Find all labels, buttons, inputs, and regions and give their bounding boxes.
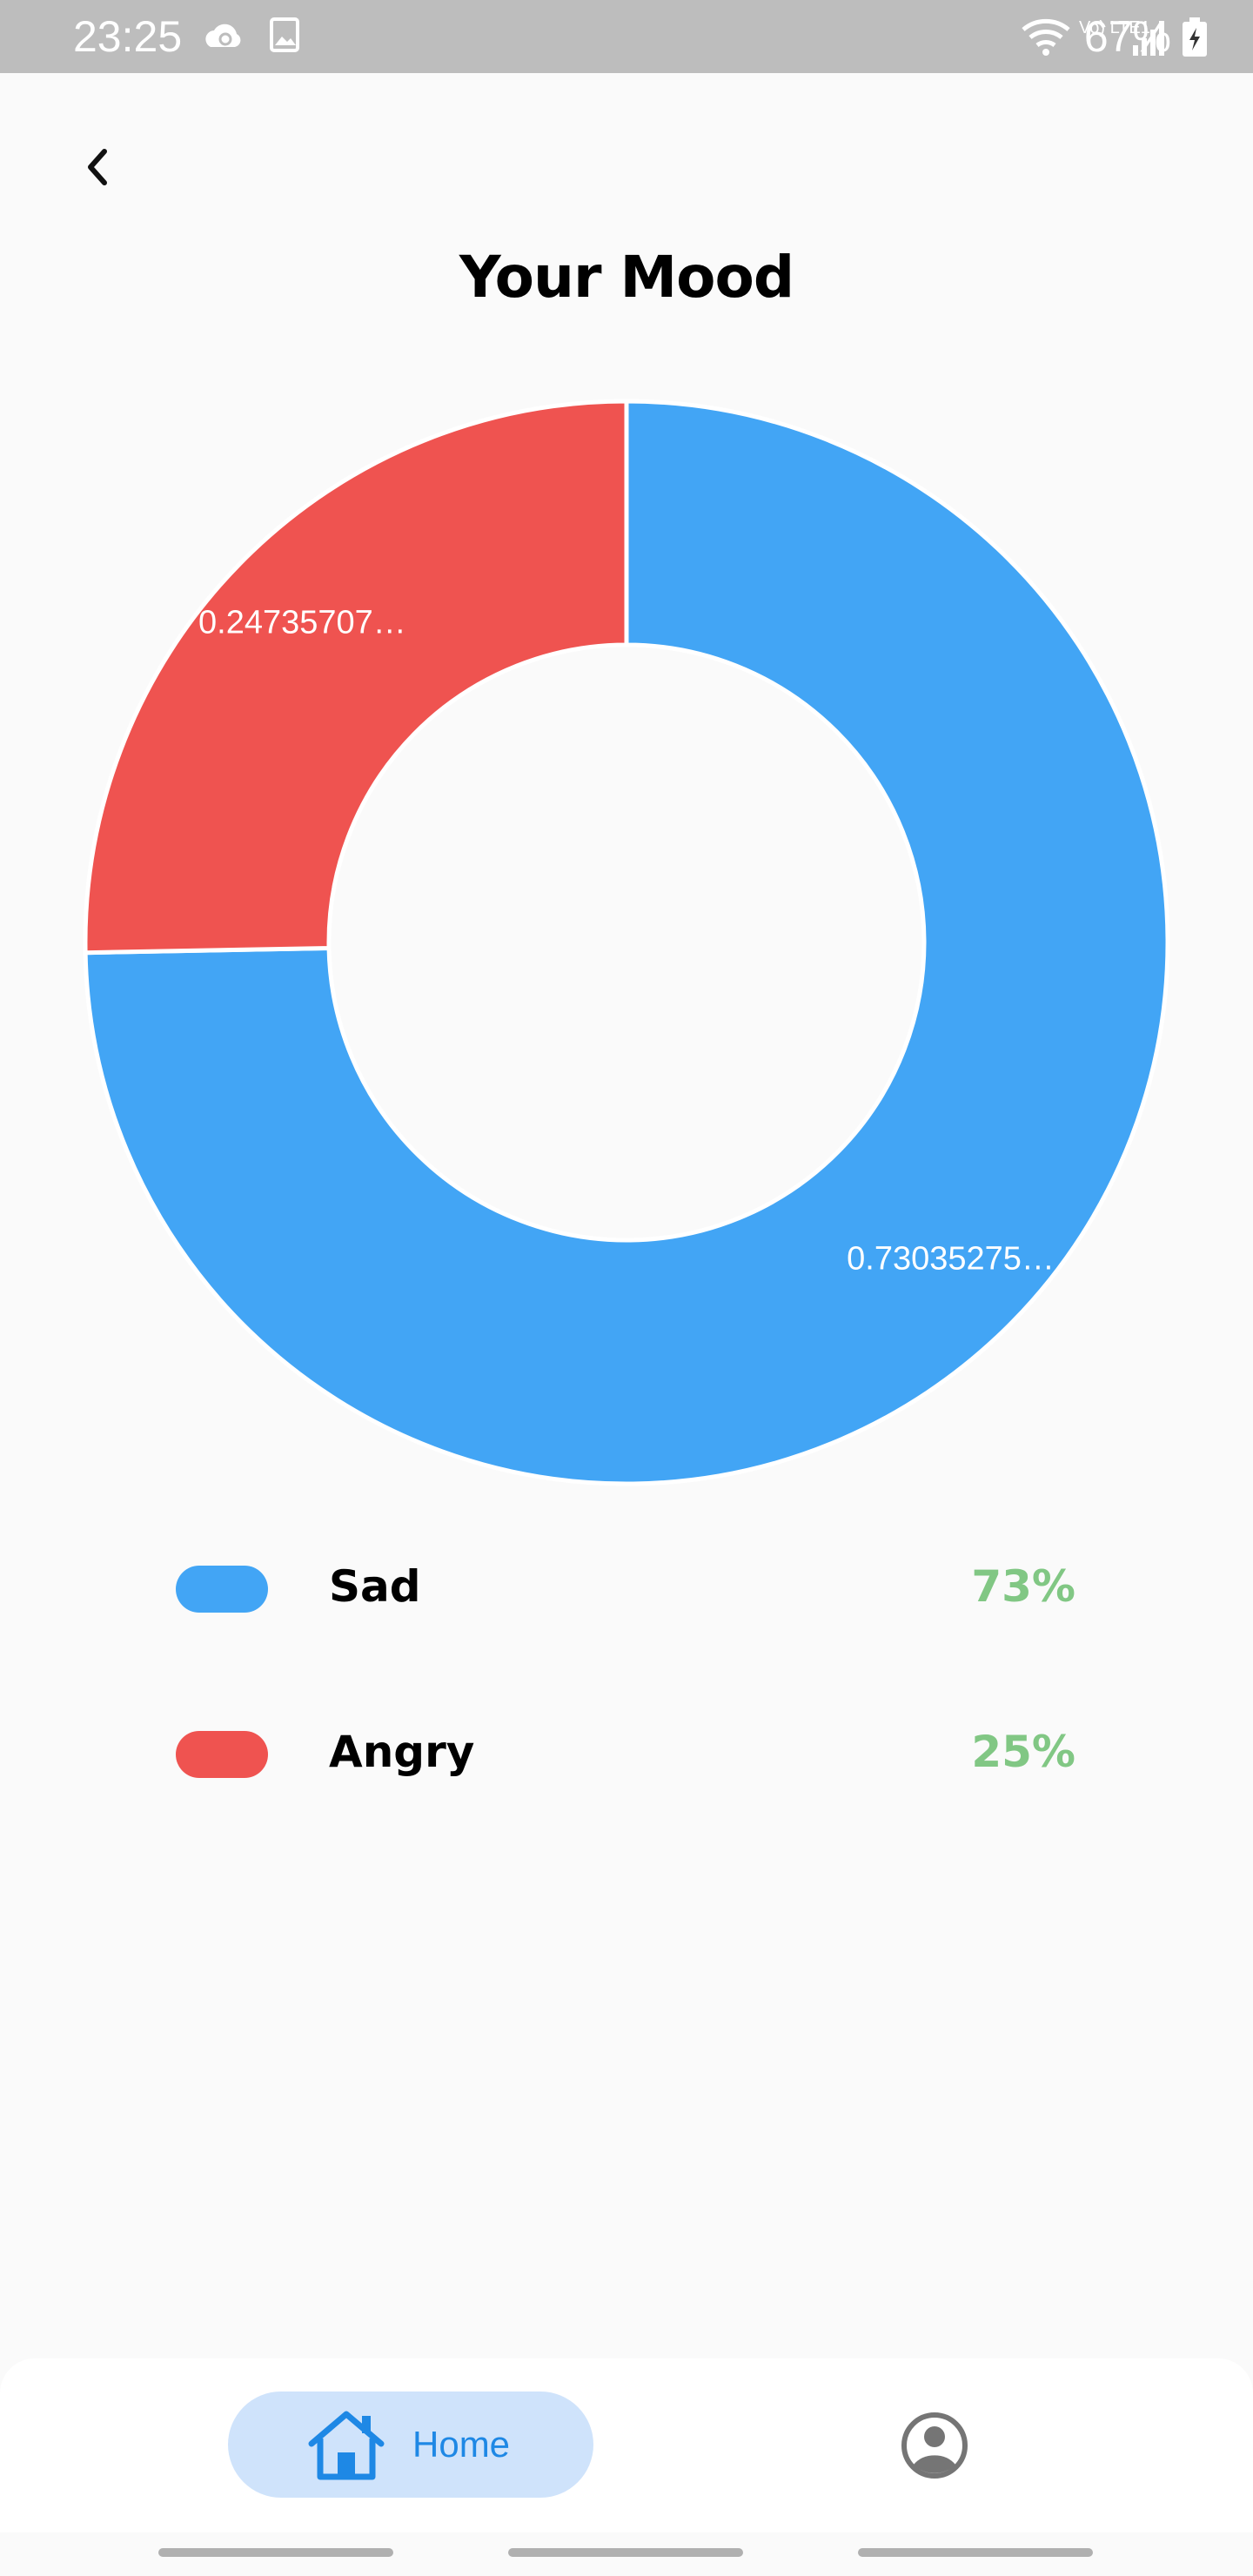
nav-home-label: Home xyxy=(412,2424,511,2465)
donut-svg: 0.73035275… 0.24735707… xyxy=(83,399,1170,1486)
legend-swatch-sad xyxy=(176,1566,268,1613)
gesture-bar-left xyxy=(158,2548,393,2557)
account-circle-icon xyxy=(901,2412,968,2479)
legend-item-angry: Angry 25% xyxy=(0,1711,1253,1798)
page-title: Your Mood xyxy=(459,244,794,311)
cloud-sync-icon xyxy=(205,17,299,52)
chevron-left-icon xyxy=(88,149,107,185)
status-time: 23:25 xyxy=(73,12,183,61)
gesture-bar-center xyxy=(508,2548,743,2557)
donut-slice-angry[interactable] xyxy=(83,399,629,956)
legend-percent: 73% xyxy=(971,1561,1075,1612)
network-label: Vo) LTE1 xyxy=(1079,18,1150,37)
legend-label: Angry xyxy=(329,1727,475,1777)
donut-slice-sad[interactable] xyxy=(83,399,1170,1486)
donut-label-angry: 0.24735707… xyxy=(198,604,406,641)
donut-label-sad: 0.73035275… xyxy=(847,1241,1055,1278)
legend-percent: 25% xyxy=(971,1727,1075,1777)
nav-profile-button[interactable] xyxy=(900,2411,969,2480)
legend-item-sad: Sad 73% xyxy=(0,1546,1253,1633)
battery-icon xyxy=(1183,17,1207,57)
legend-swatch-angry xyxy=(176,1731,268,1778)
bottom-navigation: Home xyxy=(0,2358,1253,2532)
back-button[interactable] xyxy=(70,139,125,195)
battery-percent: 67% xyxy=(1083,12,1171,61)
status-bar: 23:25 Vo) LTE1 67% xyxy=(0,0,1253,73)
signal-icons: Vo) LTE1 xyxy=(1022,18,1164,56)
mood-donut-chart: 0.73035275… 0.24735707… xyxy=(0,383,1253,1514)
gesture-bar-right xyxy=(858,2548,1093,2557)
home-icon xyxy=(308,2411,385,2480)
legend-label: Sad xyxy=(329,1561,421,1612)
nav-home-button[interactable]: Home xyxy=(228,2392,593,2498)
